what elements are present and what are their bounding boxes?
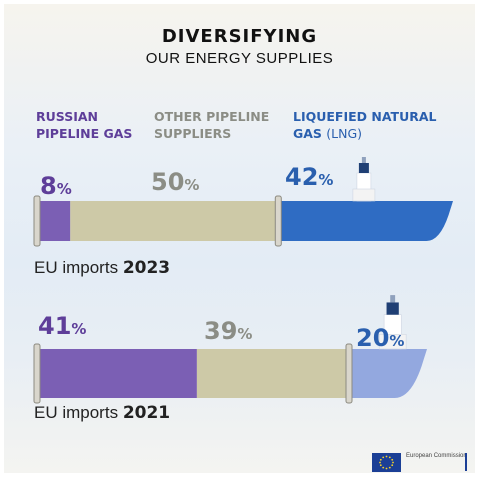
bar-2021-other [196,349,349,398]
pipe-flange-2023-0 [33,195,41,247]
ship-deck-2021 [378,333,407,350]
eu-flag-logo [372,453,401,472]
year-label-2021-year: 2021 [122,403,171,423]
ship-mast-2023 [361,157,366,163]
bar-2021-russian [37,349,197,398]
ship-deck-2023 [352,188,376,202]
data-label-2021-russian-value: 41 [38,312,72,340]
legend-lng-line1: LIQUEFIED NATURAL [293,109,437,124]
legend-lng: LIQUEFIED NATURAL GAS (LNG) [293,108,437,142]
data-label-2021-lng-value: 20 [356,324,390,352]
pipe-flange-2023-1 [274,195,282,247]
legend-russian-line2: PIPELINE GAS [36,126,133,141]
eu-stars-icon [379,455,394,470]
logo-divider [465,453,467,471]
data-label-2021-lng: 20% [356,324,404,355]
bar-2023-lng [278,201,453,241]
legend-russian-line1: RUSSIAN [36,109,99,124]
ship-mast-2021 [390,295,396,303]
title: DIVERSIFYING [161,26,318,47]
percent-sign: % [71,320,87,338]
legend-other-pipeline-suppliers: OTHER PIPELINE SUPPLIERS [154,108,269,142]
percent-sign: % [237,325,253,343]
data-label-2023-lng-value: 42 [285,163,319,191]
logo-text: European Commission [406,453,467,459]
legend-other-line2: SUPPLIERS [154,126,232,141]
legend-lng-line2-extra: (LNG) [326,126,363,141]
year-label-2023-year: 2023 [122,258,171,278]
year-label-2021-prefix: EU imports [34,403,119,422]
bar-2023-other [70,201,279,241]
year-label-2023: EU imports 2023 [34,258,170,278]
legend-lng-line2: GAS (LNG) [293,125,437,142]
percent-sign: % [318,171,334,189]
pipe-flange-2021-0 [33,343,41,404]
data-label-2021-russian: 41% [38,312,86,343]
year-label-2021: EU imports 2021 [34,403,170,423]
data-label-2023-other-value: 50 [151,168,185,196]
data-label-2023-russian-value: 8 [40,172,57,200]
data-label-2023-other: 50% [151,168,199,199]
stacked-bar-chart [33,157,453,404]
data-label-2023-lng: 42% [285,163,333,194]
bar-2023-russian [37,201,71,241]
data-label-2021-other-value: 39 [204,317,238,345]
ship-bridge-2023 [358,163,369,173]
legend-other-line1: OTHER PIPELINE [154,109,270,124]
legend-lng-line2-main: GAS [293,126,322,141]
percent-sign: % [389,332,405,350]
legend-russian-pipeline-gas: RUSSIAN PIPELINE GAS [36,108,132,142]
data-label-2021-other: 39% [204,317,252,348]
pipe-flange-2021-1 [345,343,353,404]
percent-sign: % [184,176,200,194]
subtitle: OUR ENERGY SUPPLIES [145,50,334,67]
data-label-2023-russian: 8% [40,172,72,203]
bar-2021-lng [349,349,427,398]
year-label-2023-prefix: EU imports [34,258,119,277]
percent-sign: % [56,180,72,198]
infographic-card: DIVERSIFYING OUR ENERGY SUPPLIES RUSSIAN… [4,4,475,473]
ship-bridge-2021 [386,302,399,315]
